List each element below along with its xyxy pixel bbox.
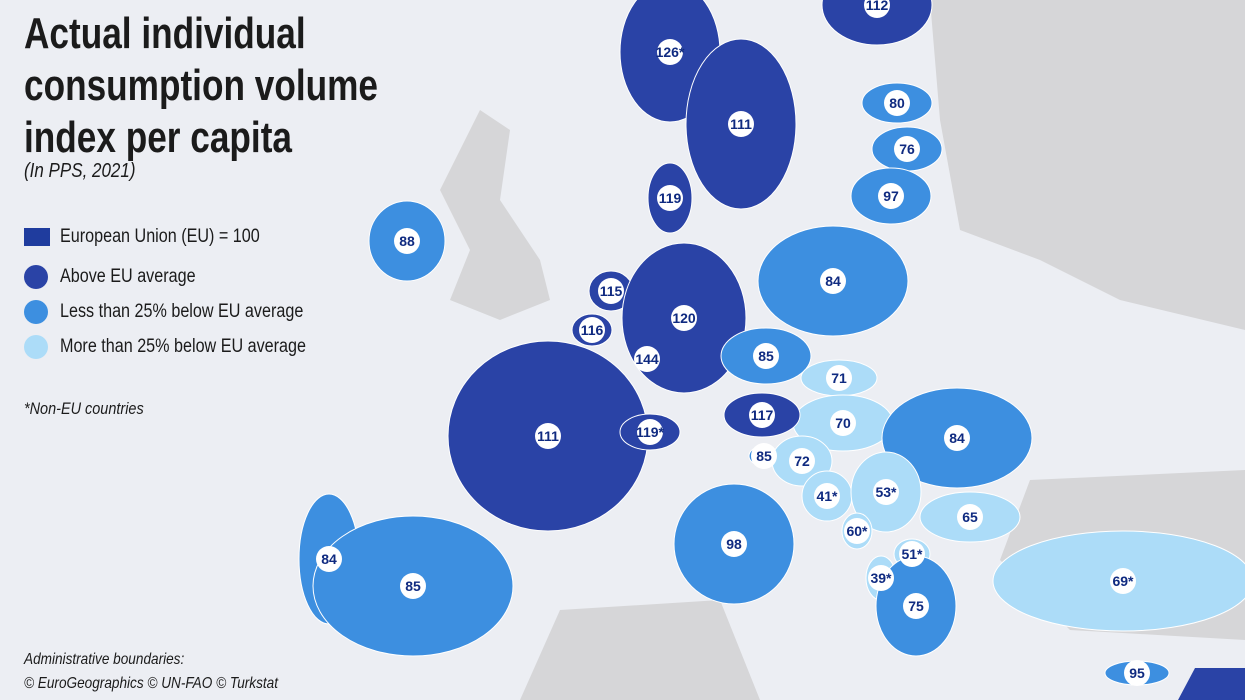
marker-circle bbox=[637, 419, 663, 445]
marker-label: 76 bbox=[899, 141, 915, 157]
marker-circle bbox=[579, 317, 605, 343]
legend-label: Above EU average bbox=[60, 266, 196, 287]
marker-label: 85 bbox=[756, 448, 772, 464]
marker-circle bbox=[671, 305, 697, 331]
marker-circle bbox=[864, 0, 890, 18]
marker-circle bbox=[830, 410, 856, 436]
land-uk bbox=[440, 110, 550, 320]
note: *Non-EU countries bbox=[24, 399, 144, 418]
marker-circle bbox=[316, 546, 342, 572]
marker-circle bbox=[535, 423, 561, 449]
marker-label: 111 bbox=[730, 116, 752, 132]
marker-label: 65 bbox=[962, 509, 978, 525]
marker-circle bbox=[814, 483, 840, 509]
marker-label: 84 bbox=[949, 430, 965, 446]
marker-circle bbox=[657, 39, 683, 65]
marker-label: 70 bbox=[835, 415, 851, 431]
marker-circle bbox=[944, 425, 970, 451]
marker-label: 75 bbox=[908, 598, 924, 614]
markers: 112 126* 111 80 76 97 119 88 84 115 120 116 144 85 71 7… bbox=[316, 0, 1150, 686]
marker-label: 97 bbox=[883, 188, 899, 204]
marker-circle bbox=[400, 573, 426, 599]
marker-label: 39* bbox=[870, 570, 892, 586]
countries bbox=[298, 0, 1245, 686]
marker-circle bbox=[634, 346, 660, 372]
source-text: © EuroGeographics © UN-FAO © Turkstat bbox=[24, 675, 279, 692]
marker-label: 51* bbox=[901, 546, 923, 562]
marker-label: 60* bbox=[846, 523, 868, 539]
legend-item: More than 25% below EU average bbox=[24, 335, 349, 359]
legend-item: Less than 25% below EU average bbox=[24, 300, 346, 324]
marker-label: 88 bbox=[399, 233, 415, 249]
marker-label: 69* bbox=[1112, 573, 1134, 589]
marker-circle bbox=[878, 183, 904, 209]
marker-circle bbox=[1110, 568, 1136, 594]
marker-label: 116 bbox=[581, 322, 604, 338]
legend-label: More than 25% below EU average bbox=[60, 336, 306, 357]
marker-label: 98 bbox=[726, 536, 742, 552]
marker-circle bbox=[826, 365, 852, 391]
marker-circle bbox=[749, 402, 775, 428]
legend-item: Above EU average bbox=[24, 265, 220, 289]
marker-label: 119* bbox=[636, 424, 665, 440]
title: Actual individual consumption volume ind… bbox=[24, 9, 378, 162]
marker-label: 84 bbox=[321, 551, 337, 567]
marker-circle bbox=[657, 185, 683, 211]
marker-label: 80 bbox=[889, 95, 905, 111]
corner-decoration bbox=[1178, 668, 1245, 700]
marker-circle bbox=[899, 541, 925, 567]
marker-circle bbox=[789, 448, 815, 474]
marker-circle bbox=[728, 111, 754, 137]
marker-label: 41* bbox=[816, 488, 838, 504]
marker-label: 85 bbox=[758, 348, 774, 364]
marker-label: 117 bbox=[751, 407, 774, 423]
marker-circle bbox=[873, 479, 899, 505]
legend-reference: European Union (EU) = 100 bbox=[24, 225, 295, 249]
marker-label: 111 bbox=[537, 428, 559, 444]
marker-label: 53* bbox=[875, 484, 897, 500]
land-africa bbox=[520, 600, 760, 700]
marker-circle bbox=[753, 343, 779, 369]
marker-circle bbox=[1124, 660, 1150, 686]
legend-swatch bbox=[24, 300, 48, 324]
marker-circle bbox=[598, 278, 624, 304]
marker-circle bbox=[721, 531, 747, 557]
marker-label: 95 bbox=[1129, 665, 1145, 681]
marker-circle bbox=[884, 90, 910, 116]
marker-label: 120 bbox=[672, 310, 696, 326]
marker-label: 71 bbox=[831, 370, 847, 386]
marker-label: 126* bbox=[656, 44, 685, 60]
marker-label: 112 bbox=[866, 0, 889, 13]
marker-circle bbox=[868, 565, 894, 591]
country bbox=[821, 0, 933, 46]
land-east bbox=[930, 0, 1245, 330]
marker-label: 85 bbox=[405, 578, 421, 594]
legend-swatch bbox=[24, 265, 48, 289]
marker-label: 72 bbox=[794, 453, 810, 469]
marker-label: 84 bbox=[825, 273, 841, 289]
marker-circle bbox=[894, 136, 920, 162]
eu-flag bbox=[24, 228, 50, 246]
subtitle: (In PPS, 2021) bbox=[24, 160, 136, 182]
marker-circle bbox=[903, 593, 929, 619]
marker-circle bbox=[394, 228, 420, 254]
legend-label: European Union (EU) = 100 bbox=[60, 226, 260, 247]
marker-label: 119 bbox=[659, 190, 682, 206]
marker-circle bbox=[820, 268, 846, 294]
marker-label: 144 bbox=[635, 351, 659, 367]
source-title: Administrative boundaries: bbox=[24, 651, 185, 668]
marker-label: 115 bbox=[600, 283, 623, 299]
marker-circle bbox=[957, 504, 983, 530]
legend-label: Less than 25% below EU average bbox=[60, 301, 304, 322]
marker-circle bbox=[844, 518, 870, 544]
legend-swatch bbox=[24, 335, 48, 359]
marker-circle bbox=[751, 443, 777, 469]
